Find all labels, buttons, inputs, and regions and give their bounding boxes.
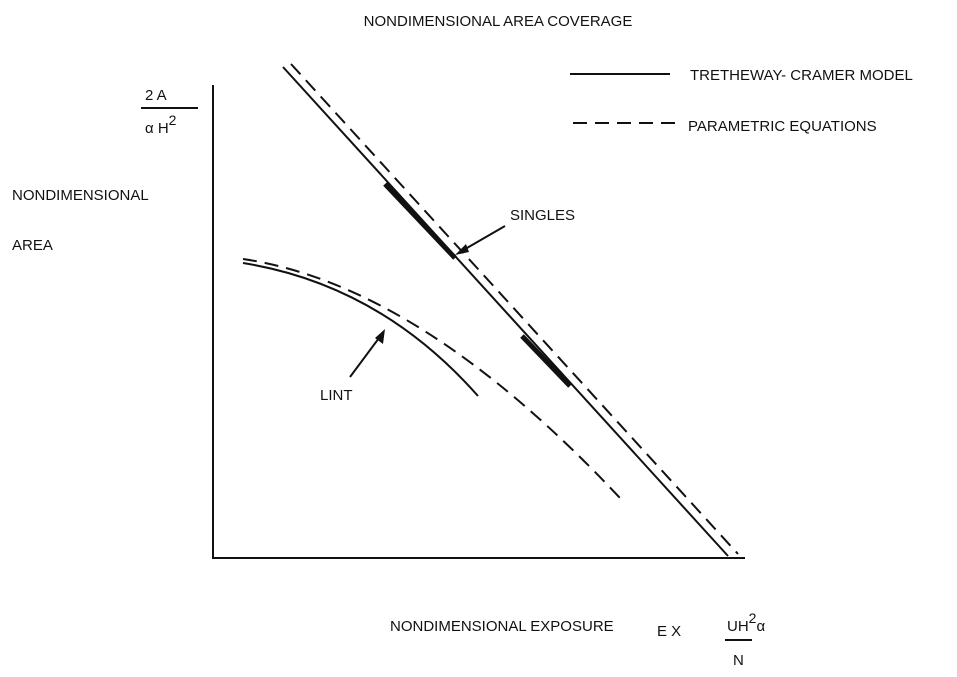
x-label: NONDIMENSIONAL EXPOSURE xyxy=(390,618,614,635)
legend-solid-label: TRETHEWAY- CRAMER MODEL xyxy=(690,67,913,84)
singles-arrowhead xyxy=(455,244,469,255)
lint-arrowhead xyxy=(375,329,385,344)
y-label-line2: AREA xyxy=(12,237,53,254)
singles-overlap xyxy=(520,334,572,388)
y-formula-base: α H xyxy=(145,120,169,137)
title: NONDIMENSIONAL AREA COVERAGE xyxy=(364,13,633,30)
x-formula-prefix: E X xyxy=(657,623,681,640)
singles-arrow xyxy=(459,225,506,253)
x-formula-base: UH xyxy=(727,618,749,635)
x-formula-alpha: α xyxy=(756,618,765,635)
y-formula-numerator: 2 A xyxy=(145,87,167,104)
lint-label: LINT xyxy=(320,387,353,404)
y-formula-exp: 2 xyxy=(169,112,177,128)
lint-solid xyxy=(242,262,479,397)
x-formula-denominator: N xyxy=(733,652,744,669)
singles-overlap xyxy=(383,182,457,260)
singles-solid xyxy=(282,66,729,557)
lint-arrow xyxy=(349,333,383,378)
legend-dashed-label: PARAMETRIC EQUATIONS xyxy=(688,118,877,135)
x-formula-numerator: UH2α xyxy=(727,610,765,635)
lint-dashed xyxy=(242,258,621,499)
y-label-line1: NONDIMENSIONAL xyxy=(12,187,149,204)
singles-dashed xyxy=(290,63,739,555)
singles-label: SINGLES xyxy=(510,207,575,224)
x-formula-exp: 2 xyxy=(749,610,757,626)
y-formula-denominator: α H2 xyxy=(145,112,177,137)
